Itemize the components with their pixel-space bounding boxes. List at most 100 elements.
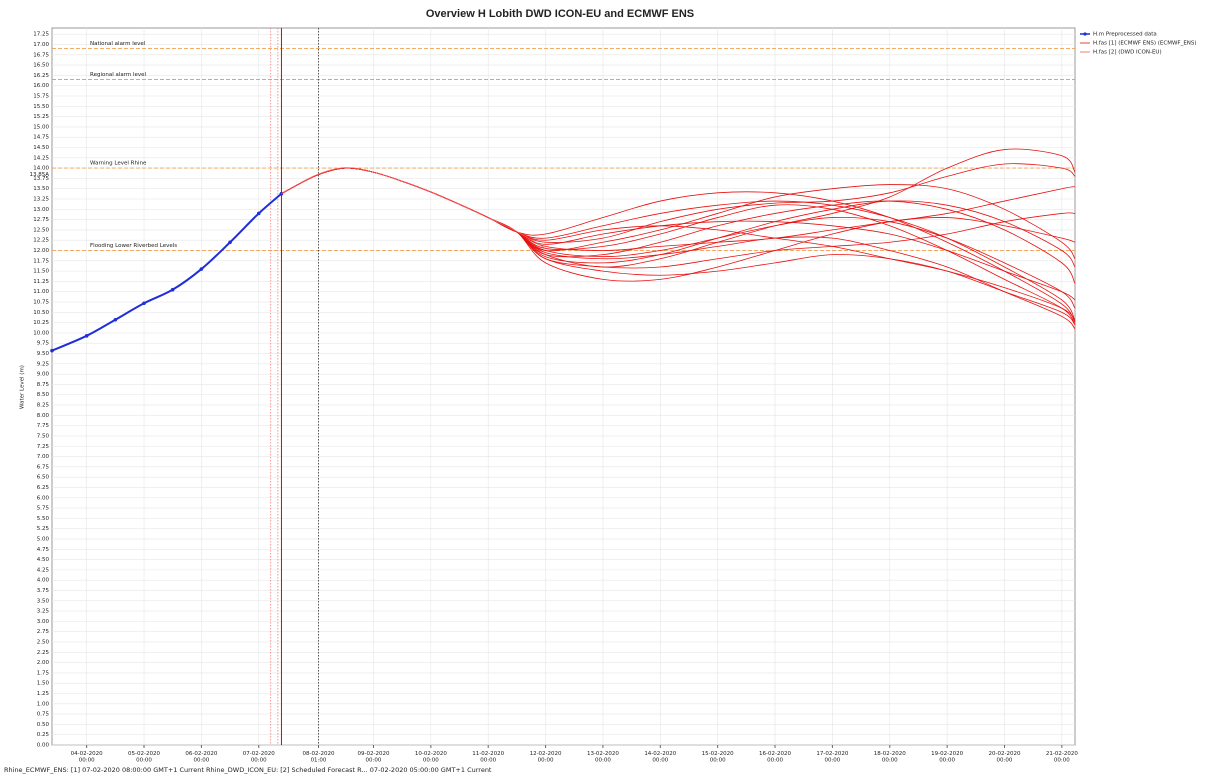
x-tick-label-line: 00:00 (538, 757, 554, 763)
x-tick-label-line: 13-02-2020 (587, 751, 619, 757)
x-tick-label-line: 05-02-2020 (128, 751, 160, 757)
y-tick-label: 4.50 (37, 557, 50, 563)
x-tick-label-line: 00:00 (366, 757, 382, 763)
y-tick-label: 7.50 (37, 433, 50, 439)
y-tick-label: 2.50 (37, 639, 50, 645)
plot-area (51, 27, 1076, 746)
y-tick-label: 10.00 (33, 330, 49, 336)
y-tick-label: 1.50 (37, 681, 50, 687)
y-tick-label: 1.75 (37, 670, 50, 676)
x-tick-label-line: 17-02-2020 (816, 751, 848, 757)
y-tick-label: 8.75 (37, 382, 50, 388)
y-tick-label: 6.00 (37, 495, 50, 501)
x-tick-label: 14-02-2020 00:00 (644, 751, 676, 764)
x-tick-label: 12-02-2020 00:00 (530, 751, 562, 764)
y-tick-label: 5.75 (37, 506, 50, 512)
y-tick-label: 6.25 (37, 485, 50, 491)
y-tick-label: 7.25 (37, 444, 50, 450)
y-tick-label: 17.25 (33, 32, 49, 38)
x-tick-label-line: 04-02-2020 (71, 751, 103, 757)
x-tick-label: 09-02-2020 00:00 (357, 751, 389, 764)
y-tick-label: 14.00 (33, 166, 49, 172)
x-tick-label-line: 00:00 (824, 757, 840, 763)
x-tick-label-line: 00:00 (710, 757, 726, 763)
y-marker-label: 13.85A (29, 172, 49, 178)
y-tick-label: 12.50 (33, 227, 49, 233)
y-tick-label: 9.25 (37, 361, 50, 367)
x-tick-label-line: 09-02-2020 (357, 751, 389, 757)
y-tick-label: 0.00 (37, 743, 50, 749)
y-tick-label: 2.75 (37, 629, 50, 635)
x-tick-label: 17-02-2020 00:00 (816, 751, 848, 764)
y-tick-label: 4.25 (37, 567, 50, 573)
point (256, 211, 261, 216)
x-tick-label: 21-02-2020 00:00 (1046, 751, 1078, 764)
y-tick-label: 9.00 (37, 372, 50, 378)
y-tick-label: 5.50 (37, 516, 50, 522)
y-tick-label: 11.25 (33, 279, 49, 285)
x-tick-label-line: 00:00 (79, 757, 95, 763)
x-tick-label: 15-02-2020 00:00 (702, 751, 734, 764)
point (170, 287, 175, 292)
y-tick-label: 8.25 (37, 403, 50, 409)
threshold-label: National alarm level (90, 41, 146, 47)
x-tick-label-line: 19-02-2020 (931, 751, 963, 757)
footer: Rhine_ECMWF_ENS: [1] 07-02-2020 08:00:00… (4, 766, 492, 774)
y-tick-label: 7.75 (37, 423, 50, 429)
y-tick-label: 3.25 (37, 609, 50, 615)
legend-label: H.m Preprocessed data (1093, 32, 1157, 38)
point (228, 240, 232, 245)
x-tick-label-line: 12-02-2020 (530, 751, 562, 757)
x-tick-label-line: 00:00 (423, 757, 439, 763)
y-tick-label: 15.50 (33, 104, 49, 110)
y-tick-label: 3.00 (37, 619, 50, 625)
point (142, 301, 146, 306)
y-tick-label: 16.25 (33, 73, 49, 79)
y-tick-label: 10.50 (33, 310, 49, 316)
x-tick-label: 18-02-2020 00:00 (874, 751, 906, 764)
x-tick-label: 20-02-2020 00:00 (989, 751, 1021, 764)
y-tick-label: 13.50 (33, 186, 49, 192)
y-tick-label: 3.75 (37, 588, 50, 594)
x-tick-label-line: 08-02-2020 (303, 751, 335, 757)
x-tick-label-line: 00:00 (882, 757, 898, 763)
y-tick-label: 15.75 (33, 93, 49, 99)
y-tick-label: 12.00 (33, 248, 49, 254)
y-tick-label: 4.00 (37, 578, 50, 584)
x-tick-label-line: 07-02-2020 (243, 751, 275, 757)
chart-title: Overview H Lobith DWD ICON-EU and ECMWF … (426, 8, 694, 20)
y-axis-label: Water Level (m) (20, 365, 26, 409)
y-tick-label: 14.25 (33, 155, 49, 161)
x-tick-label-line: 00:00 (1054, 757, 1070, 763)
y-tick-label: 13.00 (33, 207, 49, 213)
y-tick-label: 11.75 (33, 258, 49, 264)
x-tick-label: 04-02-2020 00:00 (71, 751, 103, 764)
y-tick-label: 16.50 (33, 63, 49, 69)
x-tick-label-line: 21-02-2020 (1046, 751, 1078, 757)
y-tick-label: 8.50 (37, 392, 50, 398)
x-tick-label-line: 00:00 (251, 757, 267, 763)
y-tick-label: 2.25 (37, 650, 50, 656)
threshold-label: Flooding Lower Riverbed Levels (90, 243, 177, 249)
x-tick-label-line: 16-02-2020 (759, 751, 791, 757)
x-tick-label-line: 01:00 (311, 757, 327, 763)
y-tick-label: 10.75 (33, 300, 49, 306)
y-tick-label: 9.75 (37, 341, 50, 347)
y-tick-label: 0.50 (37, 722, 50, 728)
y-tick-label: 14.75 (33, 135, 49, 141)
x-tick-label: 07-02-2020 00:00 (243, 751, 275, 764)
y-tick-label: 8.00 (37, 413, 50, 419)
x-tick-label: 06-02-2020 00:00 (185, 751, 217, 764)
x-tick-label: 13-02-2020 00:00 (587, 751, 619, 764)
legend-label: H.fas [2] (DWD ICON-EU) (1093, 50, 1162, 56)
point (199, 267, 204, 271)
y-tick-label: 9.50 (37, 351, 50, 357)
x-tick-label-line: 00:00 (595, 757, 611, 763)
y-tick-label: 5.00 (37, 536, 50, 542)
x-tick-label: 19-02-2020 00:00 (931, 751, 963, 764)
y-tick-label: 13.75 (33, 176, 49, 182)
y-tick-label: 6.75 (37, 464, 50, 470)
x-tick-label-line: 18-02-2020 (874, 751, 906, 757)
